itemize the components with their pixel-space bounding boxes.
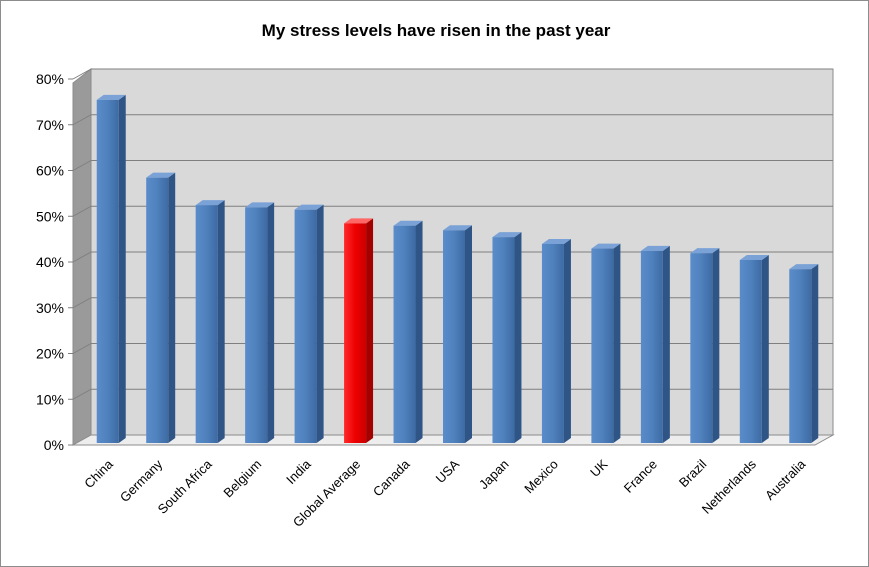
bar-belgium — [245, 202, 275, 443]
x-tick-label: India — [283, 456, 314, 487]
bar-australia — [789, 264, 819, 443]
bar-front — [541, 243, 564, 443]
bar-top — [739, 255, 769, 260]
bar-top — [492, 232, 522, 238]
y-tick-label: 20% — [36, 346, 64, 362]
bar-front — [245, 207, 268, 443]
bar-france — [640, 245, 670, 443]
x-tick-label: UK — [587, 456, 611, 480]
bar-front — [443, 230, 465, 443]
bar-top — [146, 172, 176, 178]
y-axis-ticks: 0% 10% 20% 30% 40% 50% 60% 70% 80% — [36, 71, 73, 453]
gridline-side — [72, 251, 92, 263]
bar-top — [245, 202, 275, 208]
bar-netherlands — [739, 255, 769, 443]
x-tick-label: Netherlands — [699, 456, 760, 517]
bar-global-average — [344, 218, 374, 443]
bar-uk — [591, 243, 621, 443]
y-tick-label: 40% — [36, 254, 64, 270]
x-tick-label: Canada — [370, 456, 413, 499]
bar-germany — [146, 172, 176, 443]
bar-top — [443, 225, 472, 231]
y-tick-label: 30% — [36, 300, 64, 316]
y-tick-label: 60% — [36, 163, 64, 179]
x-tick-label: France — [621, 457, 660, 496]
bar-side — [514, 232, 522, 443]
bar-south-africa — [195, 200, 225, 443]
bar-top — [294, 204, 324, 210]
x-tick-label: USA — [433, 456, 463, 486]
x-tick-label: Germany — [117, 456, 166, 505]
bar-top — [640, 245, 670, 251]
bar-top — [195, 200, 225, 206]
bar-side — [613, 243, 621, 443]
y-tick-label: 80% — [36, 71, 64, 87]
bar-front — [492, 237, 515, 443]
bar-side — [662, 245, 670, 443]
bar-brazil — [690, 248, 720, 443]
x-tick-label: Belgium — [220, 457, 264, 501]
y-tick-label: 0% — [44, 437, 64, 453]
gridline-side — [72, 343, 92, 354]
gridline-side — [72, 205, 92, 217]
bar-top — [690, 248, 720, 254]
bar-front — [640, 250, 663, 443]
bar-side — [563, 238, 571, 443]
x-tick-label: Brazil — [676, 456, 710, 490]
bar-side — [217, 200, 225, 443]
bar-top — [393, 220, 423, 226]
bar-canada — [393, 220, 423, 443]
bar-china — [96, 94, 126, 443]
gridline-side — [72, 114, 92, 126]
bar-side — [366, 218, 374, 443]
bar-side — [712, 248, 720, 443]
bar-side — [415, 220, 423, 443]
bar-side — [811, 264, 819, 443]
bar-front — [690, 253, 713, 443]
gridline-side — [72, 68, 92, 80]
bar-top — [541, 238, 571, 244]
bar-side — [267, 202, 275, 443]
x-tick-label: China — [81, 456, 116, 491]
bar-japan — [492, 232, 522, 443]
bar-top — [789, 264, 819, 270]
bars — [96, 94, 819, 443]
bar-front — [591, 248, 614, 443]
bar-side — [168, 172, 176, 443]
bar-side — [465, 225, 472, 443]
x-tick-label: Australia — [762, 456, 809, 503]
bar-side — [118, 94, 126, 443]
bar-side — [316, 204, 324, 443]
chart-title: My stress levels have risen in the past … — [262, 21, 611, 40]
bar-top — [96, 94, 126, 100]
bar-front — [96, 99, 119, 443]
x-tick-label: Mexico — [521, 457, 561, 497]
bar-india — [294, 204, 324, 443]
bar-front — [344, 223, 367, 443]
y-tick-label: 10% — [36, 391, 64, 407]
bar-front — [393, 225, 416, 443]
bar-front — [739, 260, 762, 443]
bar-side — [761, 255, 769, 443]
bar-front — [294, 209, 317, 443]
y-tick-label: 70% — [36, 117, 64, 133]
bar-mexico — [541, 238, 571, 443]
bar-top — [344, 218, 374, 224]
gridline-side — [72, 160, 92, 171]
x-tick-label: Japan — [476, 457, 512, 493]
bar-front — [146, 177, 169, 443]
bar-top — [591, 243, 621, 249]
bar-front — [195, 205, 218, 443]
x-tick-label: South Africa — [155, 456, 216, 517]
bar-front — [789, 269, 812, 443]
bar-usa — [443, 225, 472, 443]
y-tick-label: 50% — [36, 208, 64, 224]
gridline-side — [72, 297, 92, 309]
gridline-side — [72, 388, 92, 400]
